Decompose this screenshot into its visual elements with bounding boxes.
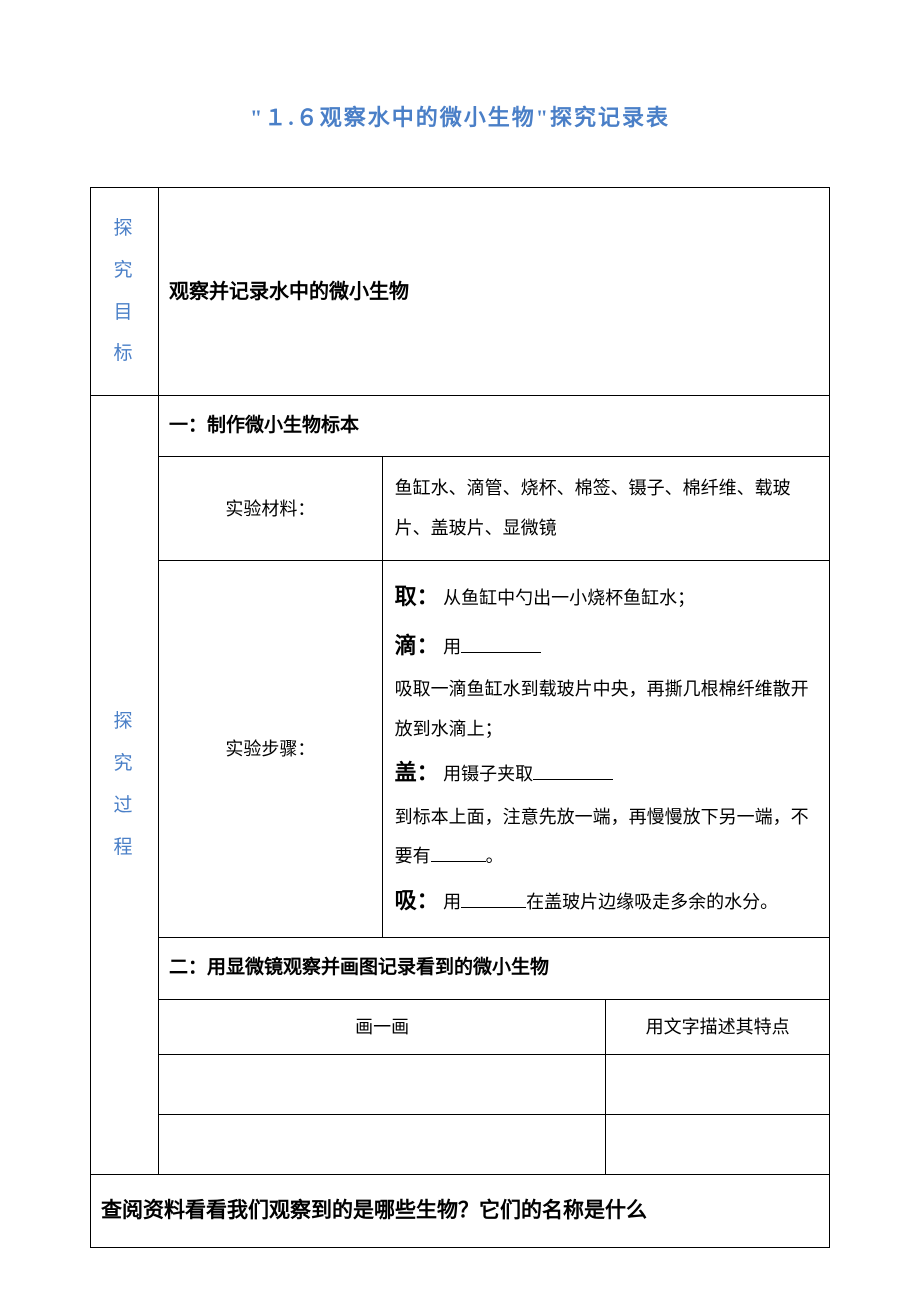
steps-content: 取： 从鱼缸中勺出一小烧杯鱼缸水； 滴： 用 吸取一滴鱼缸水到载玻片中央，再撕几… [382,561,829,938]
step3-text3: 。 [486,846,504,866]
step4-text2: 在盖玻片边缘吸走多余的水分。 [526,892,778,912]
describe-header: 用文字描述其特点 [606,999,830,1054]
label-char: 程 [95,827,154,869]
page-title: "１.６观察水中的微小生物"探究记录表 [90,100,830,132]
step3-label: 盖： [395,760,439,785]
label-char: 标 [95,333,154,375]
describe-cell-1[interactable] [606,1054,830,1114]
question-cell: 查阅资料看看我们观察到的是哪些生物？它们的名称是什么 [91,1174,830,1247]
draw-header: 画一画 [159,999,606,1054]
step2-label: 滴： [395,633,439,658]
draw-cell-2[interactable] [159,1114,606,1174]
label-char: 过 [95,785,154,827]
step4-label: 吸： [395,888,439,913]
step4-text1: 用 [443,892,461,912]
step2-text2: 吸取一滴鱼缸水到载玻片中央，再撕几根棉纤维散开放到水滴上； [395,679,809,739]
materials-text: 鱼缸水、滴管、烧杯、棉签、镊子、棉纤维、载玻片、盖玻片、显微镜 [382,457,829,561]
label-char: 目 [95,292,154,334]
draw-cell-1[interactable] [159,1054,606,1114]
steps-label: 实验步骤： [159,561,383,938]
blank-fill[interactable] [461,890,526,908]
blank-fill[interactable] [533,762,613,780]
describe-cell-2[interactable] [606,1114,830,1174]
blank-fill[interactable] [461,635,541,653]
label-char: 探 [95,701,154,743]
step1-label: 取： [395,584,439,609]
label-char: 究 [95,743,154,785]
step1-text: 从鱼缸中勺出一小烧杯鱼缸水； [443,588,695,608]
blank-fill[interactable] [431,844,486,862]
label-char: 探 [95,208,154,250]
section1-header: 一：制作微小生物标本 [159,396,830,457]
section2-header: 二：用显微镜观察并画图记录看到的微小生物 [159,938,830,999]
goal-text-cell: 观察并记录水中的微小生物 [159,188,830,396]
process-label-cell: 探 究 过 程 [91,396,159,1175]
record-table: 探 究 目 标 观察并记录水中的微小生物 探 究 过 程 一：制作微小生物标本 … [90,187,830,1248]
label-char: 究 [95,250,154,292]
step3-text1: 用镊子夹取 [443,764,533,784]
materials-label: 实验材料： [159,457,383,561]
goal-label-cell: 探 究 目 标 [91,188,159,396]
step2-text1: 用 [443,637,461,657]
